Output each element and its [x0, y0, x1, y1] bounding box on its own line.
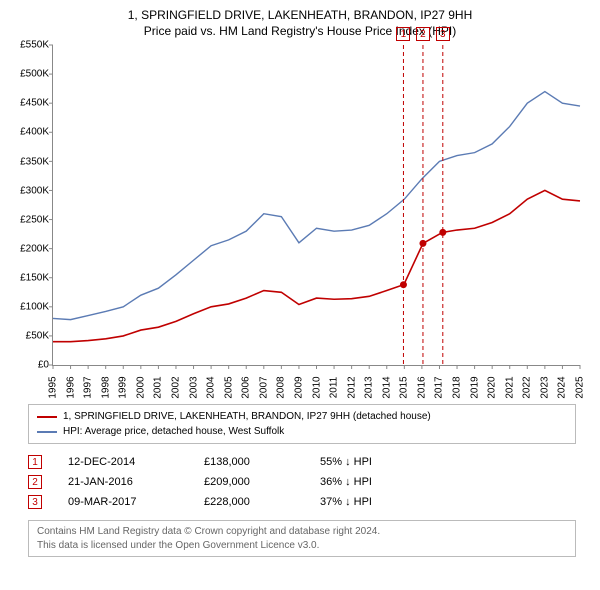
legend-label: 1, SPRINGFIELD DRIVE, LAKENHEATH, BRANDO… [63, 409, 431, 424]
footer-line: Contains HM Land Registry data © Crown c… [37, 525, 567, 539]
x-axis-tick-label: 2016 [416, 377, 427, 399]
x-axis-tick-label: 2009 [293, 377, 304, 399]
sale-marker-ref: 1 [28, 455, 42, 469]
x-axis-tick-label: 2015 [399, 377, 410, 399]
chart-plot-area: £0£50K£100K£150K£200K£250K£300K£350K£400… [52, 45, 580, 366]
y-axis-tick-label: £0 [9, 360, 49, 371]
x-axis-tick-label: 2023 [539, 377, 550, 399]
page-subtitle: Price paid vs. HM Land Registry's House … [12, 24, 588, 40]
footer-line: This data is licensed under the Open Gov… [37, 539, 567, 553]
legend-swatch [37, 416, 57, 418]
sales-table-row: 3 09-MAR-2017 £228,000 37% ↓ HPI [28, 492, 588, 512]
sale-date: 21-JAN-2016 [68, 476, 178, 488]
x-axis-tick-label: 2012 [346, 377, 357, 399]
sale-hpi-diff: 37% ↓ HPI [320, 496, 372, 508]
x-axis-tick-label: 2017 [434, 377, 445, 399]
y-axis-tick-label: £300K [9, 185, 49, 196]
x-axis-tick-label: 2025 [575, 377, 586, 399]
x-axis-tick-label: 2013 [364, 377, 375, 399]
sale-marker-ref: 3 [28, 495, 42, 509]
sale-hpi-diff: 36% ↓ HPI [320, 476, 372, 488]
y-axis-tick-label: £400K [9, 127, 49, 138]
x-axis-tick-label: 2005 [223, 377, 234, 399]
legend-item-property: 1, SPRINGFIELD DRIVE, LAKENHEATH, BRANDO… [37, 409, 567, 424]
y-axis-tick-label: £250K [9, 214, 49, 225]
sale-price: £209,000 [204, 476, 294, 488]
x-axis-tick-label: 1996 [65, 377, 76, 399]
y-axis-tick-label: £500K [9, 69, 49, 80]
sales-table-row: 1 12-DEC-2014 £138,000 55% ↓ HPI [28, 452, 588, 472]
x-axis-tick-label: 1997 [83, 377, 94, 399]
x-axis-tick-label: 1998 [100, 377, 111, 399]
sale-marker-2: 2 [416, 27, 430, 41]
chart-svg [53, 45, 580, 365]
x-axis-tick-label: 2003 [188, 377, 199, 399]
x-axis-tick-label: 2000 [135, 377, 146, 399]
y-axis-tick-label: £50K [9, 331, 49, 342]
x-axis-tick-label: 2007 [258, 377, 269, 399]
y-axis-tick-label: £550K [9, 40, 49, 51]
x-axis-tick-label: 2002 [170, 377, 181, 399]
attribution-footer: Contains HM Land Registry data © Crown c… [28, 520, 576, 557]
legend-item-hpi: HPI: Average price, detached house, West… [37, 424, 567, 439]
sale-hpi-diff: 55% ↓ HPI [320, 456, 372, 468]
y-axis-tick-label: £150K [9, 272, 49, 283]
sale-marker-ref: 2 [28, 475, 42, 489]
x-axis-tick-label: 1999 [118, 377, 129, 399]
x-axis-tick-label: 2001 [153, 377, 164, 399]
legend-label: HPI: Average price, detached house, West… [63, 424, 284, 439]
sale-marker-3: 3 [436, 27, 450, 41]
x-axis-tick-label: 2024 [557, 377, 568, 399]
x-axis-tick-label: 2021 [504, 377, 515, 399]
sale-marker-1: 1 [396, 27, 410, 41]
sale-price: £228,000 [204, 496, 294, 508]
x-axis-tick-label: 2011 [329, 377, 340, 399]
legend-swatch [37, 431, 57, 433]
x-axis-tick-label: 2019 [469, 377, 480, 399]
y-axis-tick-label: £100K [9, 302, 49, 313]
sale-date: 12-DEC-2014 [68, 456, 178, 468]
x-axis-tick-label: 2010 [311, 377, 322, 399]
x-axis-tick-label: 2014 [381, 377, 392, 399]
x-axis-tick-label: 2020 [487, 377, 498, 399]
sales-table: 1 12-DEC-2014 £138,000 55% ↓ HPI 2 21-JAN-201… [28, 452, 588, 512]
legend: 1, SPRINGFIELD DRIVE, LAKENHEATH, BRANDO… [28, 404, 576, 444]
x-axis-tick-label: 2018 [452, 377, 463, 399]
y-axis-tick-label: £450K [9, 98, 49, 109]
x-axis-tick-label: 1995 [48, 377, 59, 399]
x-axis-tick-label: 2006 [241, 377, 252, 399]
chart-container: 1, SPRINGFIELD DRIVE, LAKENHEATH, BRANDO… [0, 0, 600, 590]
x-axis-tick-label: 2008 [276, 377, 287, 399]
x-axis-tick-label: 2022 [522, 377, 533, 399]
sale-price: £138,000 [204, 456, 294, 468]
sale-date: 09-MAR-2017 [68, 496, 178, 508]
page-title: 1, SPRINGFIELD DRIVE, LAKENHEATH, BRANDO… [12, 8, 588, 24]
y-axis-tick-label: £200K [9, 243, 49, 254]
y-axis-tick-label: £350K [9, 156, 49, 167]
x-axis-tick-label: 2004 [206, 377, 217, 399]
sales-table-row: 2 21-JAN-2016 £209,000 36% ↓ HPI [28, 472, 588, 492]
